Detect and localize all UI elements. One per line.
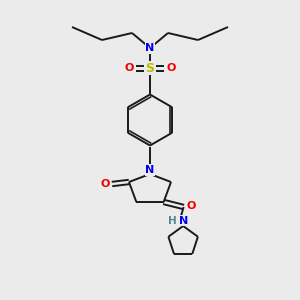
Text: N: N [146, 43, 154, 53]
Text: O: O [166, 63, 176, 73]
Text: O: O [187, 201, 196, 211]
Text: S: S [146, 61, 154, 74]
Text: N: N [146, 165, 154, 175]
Text: O: O [100, 179, 110, 189]
Text: O: O [124, 63, 134, 73]
Text: N: N [178, 215, 188, 226]
Text: H: H [168, 215, 176, 226]
